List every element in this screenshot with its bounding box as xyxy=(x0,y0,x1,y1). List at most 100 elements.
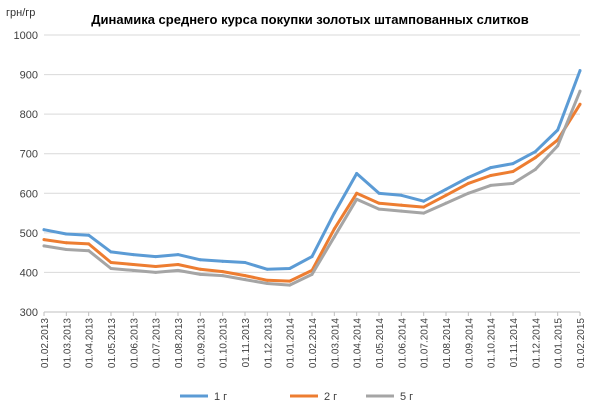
data-point xyxy=(444,187,448,191)
x-tick-label: 01.03.2013 xyxy=(62,318,73,368)
x-tick-label: 01.09.2013 xyxy=(196,318,207,368)
data-point xyxy=(265,267,269,271)
legend-label: 2 г xyxy=(324,391,337,403)
x-tick-label: 01.12.2013 xyxy=(263,318,274,368)
x-tick-label: 01.10.2014 xyxy=(487,318,498,368)
data-point xyxy=(489,183,493,187)
x-tick-label: 01.01.2014 xyxy=(286,318,297,368)
data-point xyxy=(243,274,247,278)
x-tick-label: 01.05.2014 xyxy=(375,318,386,368)
data-point xyxy=(176,253,180,257)
data-point xyxy=(87,249,91,253)
data-point xyxy=(243,261,247,265)
x-tick-label: 01.08.2014 xyxy=(442,318,453,368)
chart-title: Динамика среднего курса покупки золотых … xyxy=(91,12,528,27)
y-tick-label: 1000 xyxy=(14,30,38,42)
data-point xyxy=(42,238,46,242)
x-tick-label: 01.04.2013 xyxy=(85,318,96,368)
y-tick-label: 400 xyxy=(20,267,38,279)
legend-label: 5 г xyxy=(400,391,413,403)
data-point xyxy=(154,255,158,259)
data-point xyxy=(131,263,135,267)
data-point xyxy=(533,156,537,160)
x-tick-label: 01.07.2013 xyxy=(152,318,163,368)
data-point xyxy=(198,272,202,276)
data-point xyxy=(265,282,269,286)
data-point xyxy=(288,283,292,287)
y-tick-label: 800 xyxy=(20,109,38,121)
x-tick-label: 01.06.2013 xyxy=(129,318,140,368)
data-point xyxy=(377,191,381,195)
data-point xyxy=(466,181,470,185)
x-tick-label: 01.01.2015 xyxy=(554,318,565,368)
x-tick-label: 01.06.2014 xyxy=(397,318,408,368)
data-point xyxy=(288,279,292,283)
data-point xyxy=(332,227,336,231)
x-tick-label: 01.10.2013 xyxy=(219,318,230,368)
x-tick-label: 01.11.2014 xyxy=(509,318,520,368)
data-point xyxy=(64,241,68,245)
data-point xyxy=(87,242,91,246)
data-point xyxy=(243,278,247,282)
data-point xyxy=(422,199,426,203)
data-point xyxy=(578,102,582,106)
data-point xyxy=(109,266,113,270)
data-point xyxy=(64,247,68,251)
data-point xyxy=(444,201,448,205)
data-point xyxy=(265,278,269,282)
x-tick-label: 01.07.2014 xyxy=(420,318,431,368)
data-point xyxy=(466,175,470,179)
data-point xyxy=(221,274,225,278)
data-point xyxy=(399,203,403,207)
data-point xyxy=(533,168,537,172)
y-tick-label: 500 xyxy=(20,228,38,240)
data-point xyxy=(556,128,560,132)
data-point xyxy=(154,264,158,268)
data-point xyxy=(511,162,515,166)
data-point xyxy=(198,267,202,271)
x-tick-label: 01.09.2014 xyxy=(464,318,475,368)
data-point xyxy=(64,232,68,236)
data-point xyxy=(87,233,91,237)
data-point xyxy=(355,191,359,195)
data-point xyxy=(332,211,336,215)
data-point xyxy=(489,166,493,170)
y-tick-label: 300 xyxy=(20,307,38,319)
data-point xyxy=(377,207,381,211)
data-point xyxy=(176,263,180,267)
x-tick-label: 01.12.2014 xyxy=(531,318,542,368)
data-point xyxy=(131,268,135,272)
data-point xyxy=(109,250,113,254)
data-point xyxy=(131,253,135,257)
x-tick-label: 01.02.2013 xyxy=(40,318,51,368)
data-point xyxy=(422,211,426,215)
x-tick-label: 01.05.2013 xyxy=(107,318,118,368)
x-tick-label: 01.02.2015 xyxy=(576,318,587,368)
data-point xyxy=(578,69,582,73)
data-point xyxy=(42,228,46,232)
data-point xyxy=(377,201,381,205)
data-point xyxy=(489,173,493,177)
x-tick-label: 01.08.2013 xyxy=(174,318,185,368)
x-axis-ticks: 01.02.2013 01.03.2013 01.04.2013 01.05.2013… xyxy=(40,312,587,368)
data-point xyxy=(176,268,180,272)
data-point xyxy=(533,150,537,154)
data-point xyxy=(332,235,336,239)
data-point xyxy=(578,89,582,93)
data-point xyxy=(466,191,470,195)
data-point xyxy=(355,197,359,201)
series-lines xyxy=(42,69,582,287)
data-point xyxy=(310,255,314,259)
x-tick-label: 01.11.2013 xyxy=(241,318,252,368)
data-point xyxy=(221,259,225,263)
y-tick-label: 600 xyxy=(20,188,38,200)
x-tick-label: 01.02.2014 xyxy=(308,318,319,368)
data-point xyxy=(154,270,158,274)
data-point xyxy=(109,261,113,265)
y-tick-label: 700 xyxy=(20,149,38,161)
data-point xyxy=(310,272,314,276)
data-point xyxy=(221,270,225,274)
y-axis-unit-label: грн/гр xyxy=(6,7,35,19)
x-tick-label: 01.04.2014 xyxy=(353,318,364,368)
data-point xyxy=(42,244,46,248)
